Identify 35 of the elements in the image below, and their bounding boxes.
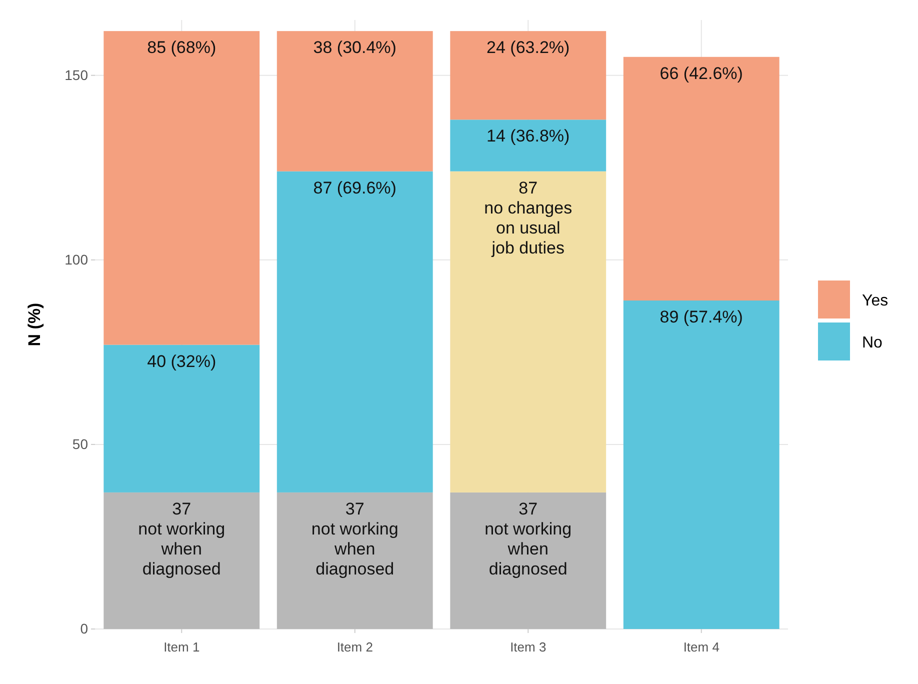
data-label: 87 (69.6%) — [313, 178, 396, 198]
x-tick-label: Item 3 — [510, 640, 546, 655]
bar — [450, 171, 606, 492]
y-tick-label: 50 — [72, 436, 88, 452]
bar — [276, 492, 433, 629]
y-tick-label: 150 — [64, 66, 88, 83]
bar — [450, 120, 606, 172]
data-label: 87 no changes on usual job duties — [484, 178, 572, 258]
y-tick-label: 100 — [64, 251, 88, 268]
x-tick-label: Item 2 — [336, 640, 373, 655]
bar — [104, 492, 260, 629]
data-label: 40 (32%) — [147, 352, 216, 371]
data-label: 66 (42.6%) — [660, 64, 743, 83]
legend-label: Yes — [862, 292, 888, 310]
bar — [623, 56, 780, 301]
x-tick-label: Item 1 — [164, 640, 200, 655]
x-tick-label: Item 4 — [683, 640, 720, 655]
data-label: 37 not working when diagnosed — [484, 499, 572, 578]
y-tick-label: 0 — [80, 620, 88, 636]
bar — [623, 300, 780, 629]
data-label: 14 (36.8%) — [486, 126, 570, 146]
data-label: 89 (57.4%) — [660, 308, 743, 327]
data-label: 38 (30.4%) — [313, 38, 396, 58]
bar — [450, 492, 606, 629]
data-label: 37 not working when diagnosed — [138, 499, 226, 578]
y-axis-title: N (%) — [25, 302, 44, 346]
data-label: 37 not working when diagnosed — [311, 499, 398, 578]
data-label: 24 (63.2%) — [486, 38, 570, 58]
bar — [450, 31, 606, 120]
bar — [104, 31, 260, 345]
bar — [104, 344, 260, 492]
bar — [276, 31, 433, 172]
legend-label: No — [862, 334, 883, 352]
data-label: 85 (68%) — [147, 38, 216, 58]
bar — [276, 171, 433, 492]
